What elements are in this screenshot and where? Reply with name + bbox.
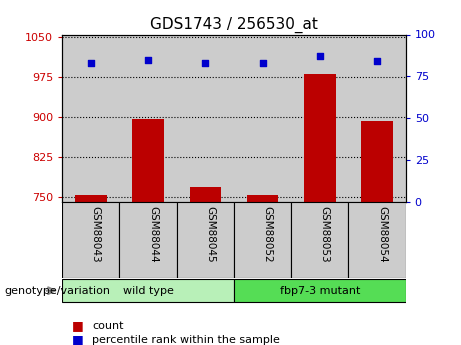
Point	[144, 57, 152, 62]
Text: fbp7-3 mutant: fbp7-3 mutant	[280, 286, 360, 296]
FancyBboxPatch shape	[349, 202, 406, 278]
Bar	[189, 187, 221, 202]
Bar	[132, 119, 164, 202]
Bar	[119, 34, 177, 202]
Bar	[361, 120, 393, 202]
Bar	[304, 74, 336, 202]
Text: GSM88044: GSM88044	[148, 206, 158, 262]
Text: wild type: wild type	[123, 286, 173, 296]
Point	[373, 59, 381, 64]
Text: percentile rank within the sample: percentile rank within the sample	[92, 335, 280, 345]
Bar	[62, 34, 119, 202]
Text: GSM88054: GSM88054	[377, 206, 387, 262]
FancyBboxPatch shape	[62, 202, 119, 278]
Text: genotype/variation: genotype/variation	[5, 286, 111, 296]
Point	[87, 60, 95, 66]
FancyBboxPatch shape	[119, 202, 177, 278]
FancyBboxPatch shape	[62, 279, 234, 302]
Text: GSM88052: GSM88052	[263, 206, 272, 262]
FancyBboxPatch shape	[234, 279, 406, 302]
FancyBboxPatch shape	[291, 202, 349, 278]
FancyBboxPatch shape	[177, 202, 234, 278]
Text: GSM88043: GSM88043	[91, 206, 101, 262]
Point	[201, 60, 209, 66]
Bar	[177, 34, 234, 202]
Text: count: count	[92, 321, 124, 331]
Text: ■: ■	[71, 333, 83, 345]
Bar	[349, 34, 406, 202]
Point	[316, 53, 324, 59]
Text: ■: ■	[71, 319, 83, 333]
Text: GSM88045: GSM88045	[205, 206, 215, 262]
Bar	[291, 34, 349, 202]
Title: GDS1743 / 256530_at: GDS1743 / 256530_at	[150, 17, 318, 33]
FancyBboxPatch shape	[234, 202, 291, 278]
Point	[259, 60, 266, 66]
Text: GSM88053: GSM88053	[320, 206, 330, 262]
Bar	[234, 34, 291, 202]
Bar	[75, 196, 106, 202]
Bar	[247, 196, 278, 202]
